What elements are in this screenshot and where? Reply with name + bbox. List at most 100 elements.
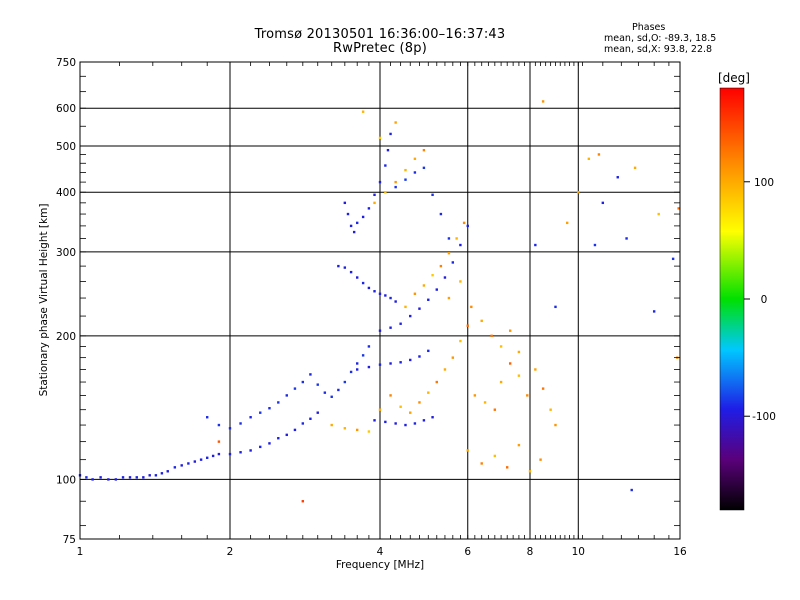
data-point-o — [378, 329, 382, 332]
data-point-x — [466, 324, 469, 327]
data-point-o — [389, 132, 392, 136]
data-point-o — [616, 176, 619, 179]
data-point-o — [384, 294, 387, 297]
data-point-o — [349, 224, 353, 228]
data-point-o — [378, 363, 382, 366]
data-point-o — [301, 380, 305, 384]
data-point-x — [541, 100, 545, 103]
data-point-o — [349, 370, 353, 374]
data-point-x — [455, 237, 458, 240]
data-point-o — [228, 452, 232, 456]
data-point-o — [217, 452, 221, 456]
data-point-x — [394, 180, 397, 184]
data-point-o — [193, 460, 197, 463]
data-point-o — [413, 422, 417, 425]
data-point-x — [657, 212, 660, 216]
data-point-x — [413, 292, 417, 295]
data-point-x — [528, 470, 532, 473]
data-point-o — [355, 276, 359, 279]
y-tick-label: 500 — [56, 141, 76, 153]
data-point-o — [293, 387, 297, 390]
data-point-x — [367, 430, 371, 433]
data-point-x — [459, 280, 462, 283]
data-point-o — [601, 201, 605, 205]
x-tick-label: 10 — [572, 546, 585, 558]
data-point-x — [517, 443, 521, 447]
y-axis-label: Stationary phase Virtual Height [km] — [38, 204, 50, 397]
data-point-x — [343, 427, 347, 430]
data-point-o — [399, 361, 402, 364]
data-point-o — [199, 458, 203, 461]
data-point-o — [389, 362, 392, 365]
data-point-o — [316, 383, 319, 386]
data-point-x — [443, 368, 447, 371]
data-point-o — [249, 449, 252, 452]
data-point-x — [554, 423, 557, 427]
data-point-o — [316, 411, 319, 414]
data-point-o — [413, 171, 417, 174]
data-point-x — [597, 153, 601, 156]
data-point-x — [483, 401, 487, 404]
data-point-o — [422, 166, 426, 170]
data-point-o — [343, 380, 347, 384]
data-point-o — [330, 395, 333, 398]
data-point-o — [373, 290, 376, 293]
data-point-o — [323, 391, 327, 394]
phases-heading: Phases — [632, 22, 666, 33]
data-point-o — [652, 310, 656, 313]
data-point-x — [447, 296, 451, 300]
colorbar-tick-label: 100 — [754, 177, 774, 189]
data-point-x — [490, 334, 493, 338]
data-point-x — [361, 110, 365, 113]
data-point-o — [142, 476, 145, 479]
data-point-x — [541, 387, 545, 390]
data-point-o — [239, 451, 242, 454]
phases-o-stats: mean, sd,O: -89.3, 18.5 — [604, 33, 717, 44]
data-point-x — [409, 411, 412, 414]
data-point-o — [268, 407, 271, 410]
data-point-o — [384, 164, 387, 167]
data-point-o — [128, 476, 132, 479]
data-point-o — [418, 355, 421, 358]
data-point-x — [462, 221, 466, 225]
data-point-x — [435, 380, 438, 384]
colorbar — [719, 87, 745, 511]
data-point-o — [121, 476, 125, 479]
data-point-x — [526, 394, 529, 397]
data-point-o — [389, 296, 392, 300]
y-tick-label: 400 — [56, 187, 76, 199]
data-point-o — [394, 185, 397, 189]
data-point-x — [466, 449, 469, 452]
data-point-o — [427, 298, 430, 301]
data-point-o — [384, 420, 387, 424]
data-point-o — [404, 178, 407, 181]
data-point-o — [399, 322, 402, 325]
y-tick-label: 600 — [56, 103, 76, 115]
data-point-o — [367, 365, 371, 369]
colorbar-tick-label: -100 — [752, 411, 776, 423]
data-point-x — [301, 500, 305, 503]
data-point-o — [625, 237, 628, 240]
data-point-x — [493, 408, 497, 411]
data-point-o — [268, 442, 271, 445]
data-point-o — [343, 201, 347, 205]
data-point-o — [107, 478, 110, 481]
data-point-o — [378, 292, 382, 295]
data-point-x — [355, 428, 359, 432]
axis-ticks: 1 2 4 6 8 10 16 75 100 200 300 400 500 600 750 — [56, 57, 687, 558]
data-point-o — [459, 243, 462, 247]
data-point-o — [217, 423, 221, 427]
data-point-x — [330, 423, 333, 427]
data-point-o — [394, 300, 397, 303]
data-point-o — [309, 373, 312, 376]
data-point-o — [277, 401, 280, 404]
data-point-o — [361, 281, 365, 285]
phases-x-stats: mean, sd,X: 93.8, 22.8 — [604, 44, 713, 55]
colorbar-label: [deg] — [718, 71, 750, 85]
data-point-x — [413, 157, 417, 161]
data-point-x — [565, 221, 569, 225]
data-point-o — [373, 419, 376, 422]
data-point-o — [394, 422, 397, 425]
data-point-x — [459, 339, 462, 343]
